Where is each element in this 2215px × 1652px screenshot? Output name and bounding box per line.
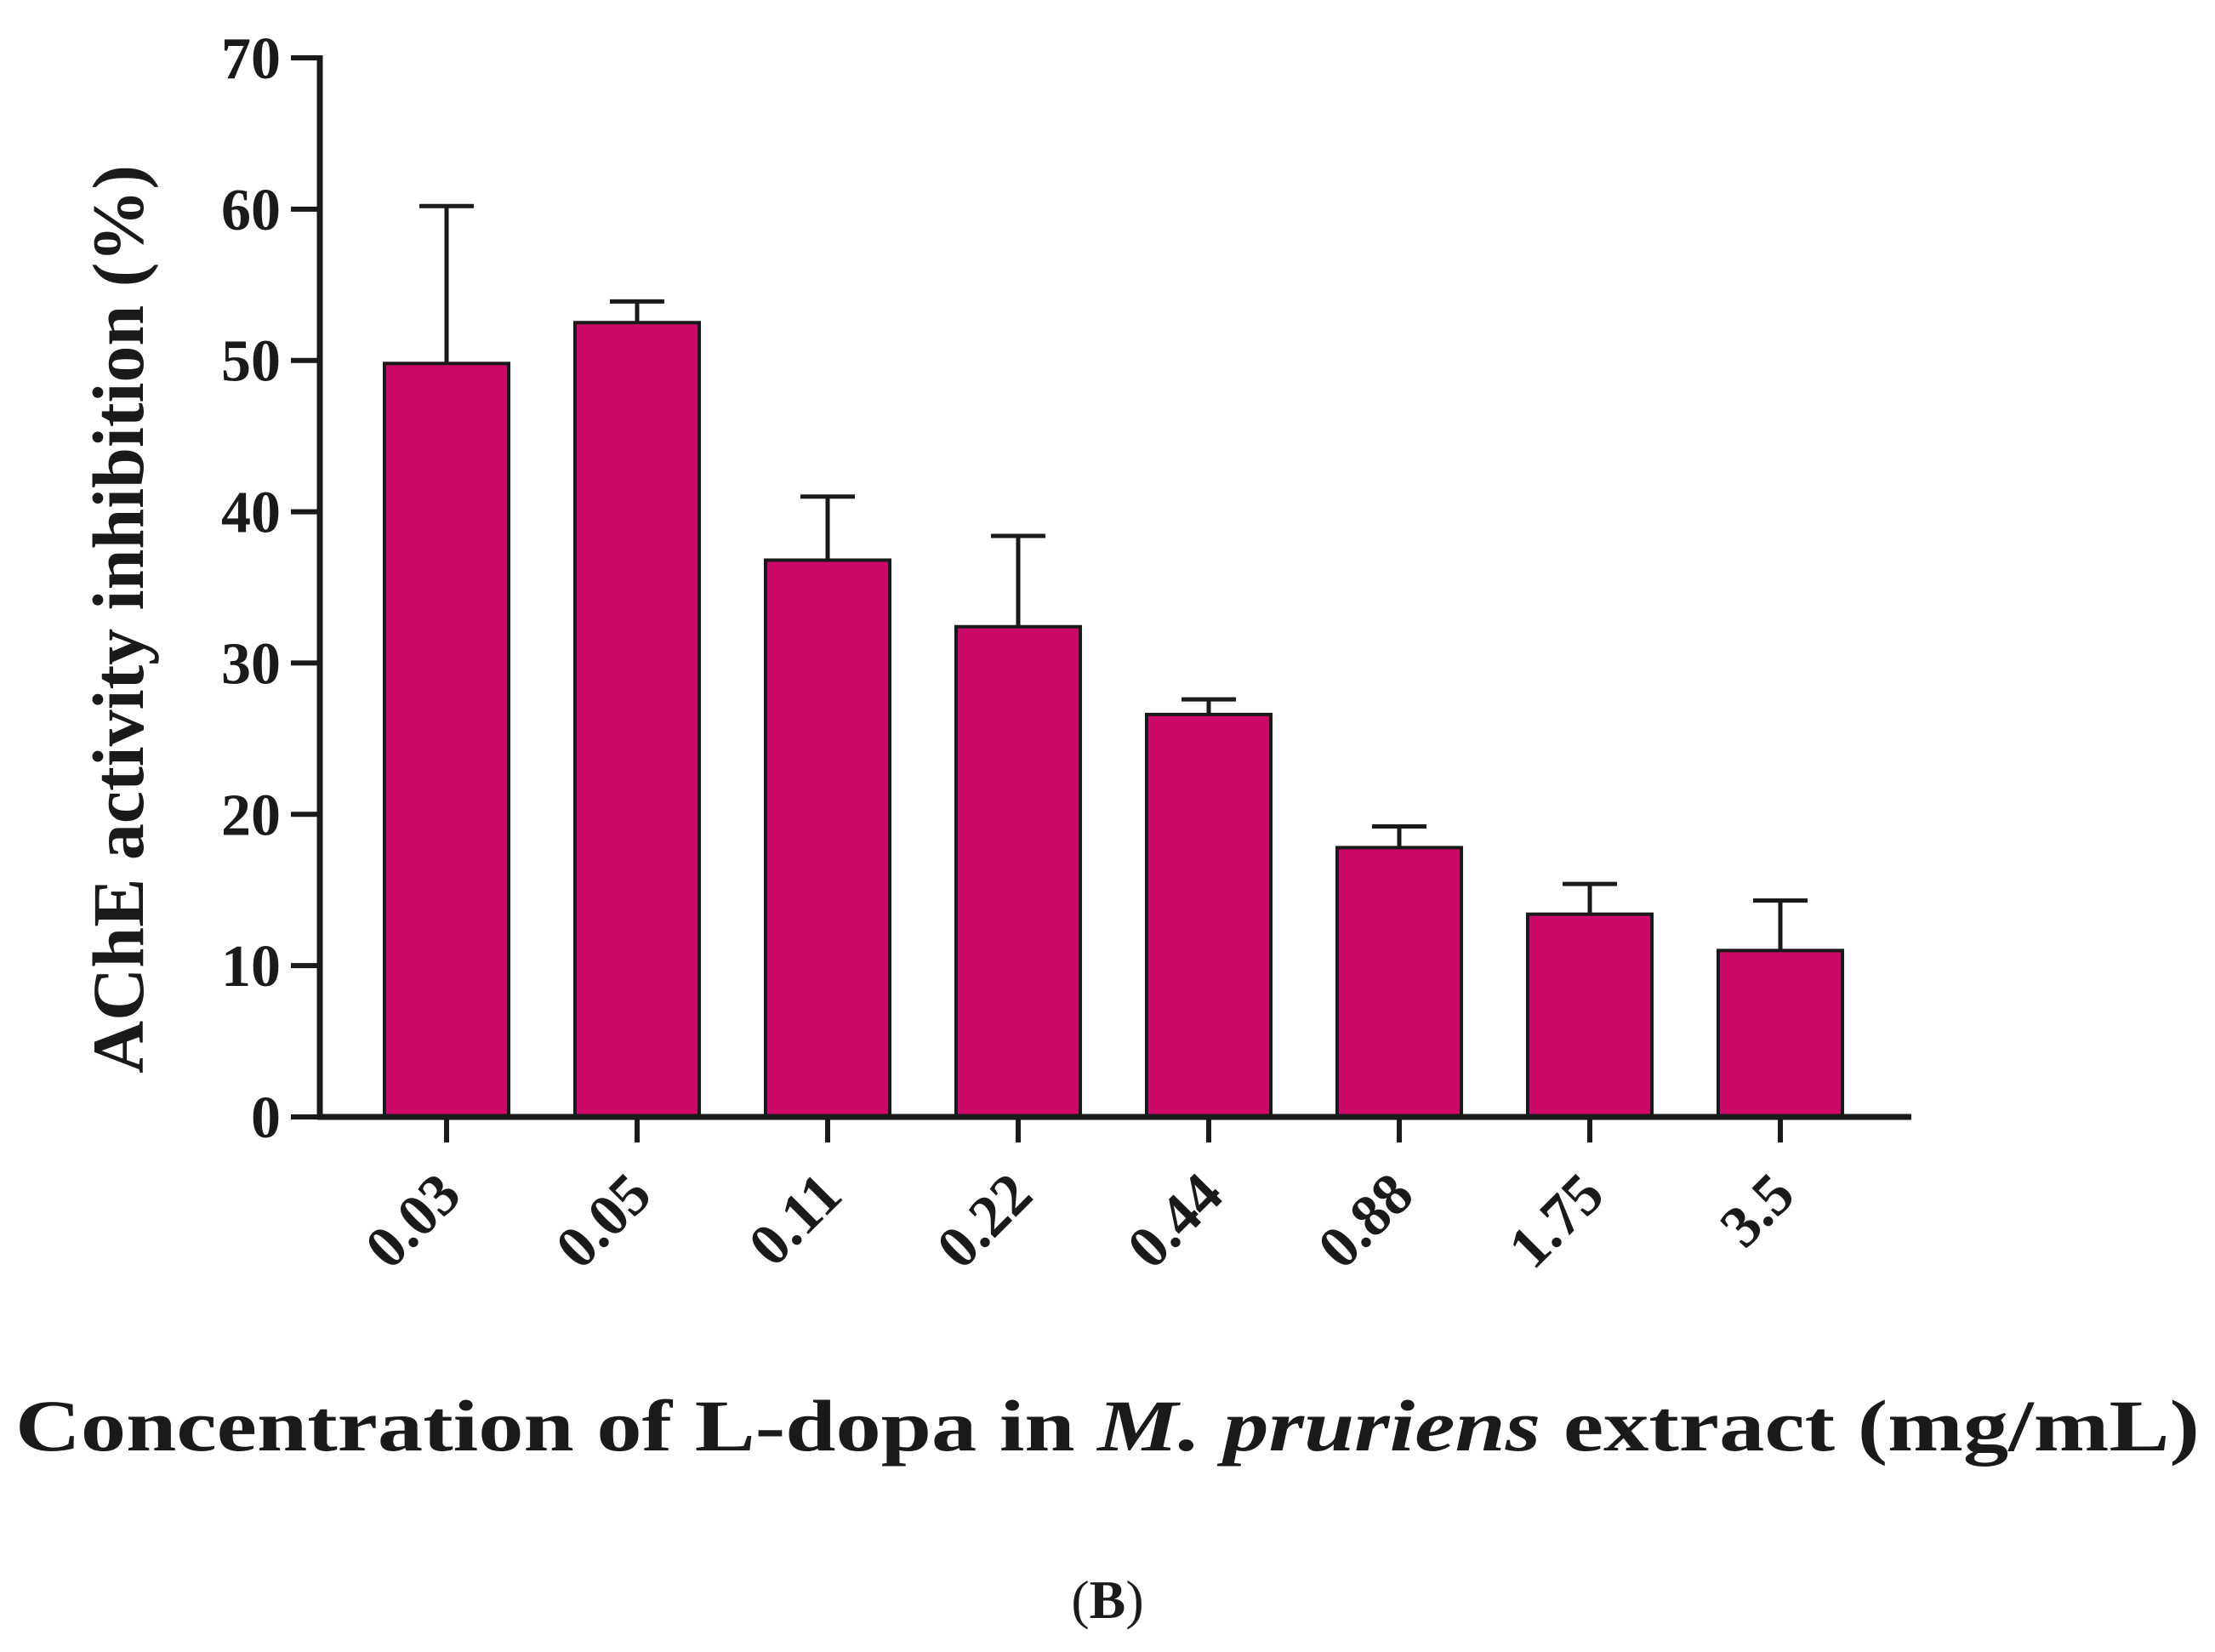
bar — [954, 624, 1082, 1119]
bar — [764, 558, 891, 1119]
x-axis-title-part: extract (mg/mL) — [1540, 1385, 2200, 1467]
y-tick-label: 70 — [221, 26, 281, 92]
bar — [1526, 912, 1654, 1119]
x-tick-label: 0.03 — [353, 1161, 473, 1281]
x-tick-label: 0.22 — [925, 1161, 1045, 1281]
y-tick-label: 40 — [221, 481, 281, 546]
x-axis-title-part: Concentration of L-dopa in — [15, 1385, 1097, 1467]
x-tick-label: 1.75 — [1496, 1161, 1616, 1281]
bar — [1145, 712, 1273, 1119]
y-tick-label: 0 — [251, 1085, 281, 1151]
x-tick-label: 0.88 — [1306, 1161, 1426, 1281]
y-tick-label: 60 — [221, 178, 281, 243]
x-tick-label: 3.5 — [1708, 1161, 1807, 1260]
panel-label: (B) — [1071, 1569, 1143, 1630]
y-tick-label: 50 — [221, 329, 281, 395]
y-tick-labels: 0 10 20 30 40 50 60 70 — [221, 26, 281, 1151]
bar — [1717, 948, 1844, 1119]
x-axis-title-part: M. pruriens — [1096, 1385, 1540, 1467]
bars-layer — [383, 321, 1844, 1119]
bar — [573, 321, 701, 1119]
y-tick-label: 10 — [221, 934, 281, 1000]
x-axis-title: Concentration of L-dopa in M. pruriens e… — [15, 1385, 2200, 1467]
y-axis-title: AChE activity inhibition (%) — [77, 165, 159, 1074]
x-tick-label: 0.11 — [737, 1161, 854, 1279]
bar — [383, 362, 510, 1119]
x-tick-labels: 0.03 0.05 0.11 0.22 0.44 0.88 1.75 3.5 — [353, 1161, 1807, 1281]
x-tick-label: 0.05 — [544, 1161, 663, 1281]
x-tick-label: 0.44 — [1115, 1161, 1235, 1281]
y-tick-label: 20 — [221, 783, 281, 848]
axes — [291, 55, 1911, 1142]
error-bars-layer — [419, 203, 1808, 951]
bar — [1335, 846, 1463, 1119]
y-tick-label: 30 — [221, 631, 281, 697]
